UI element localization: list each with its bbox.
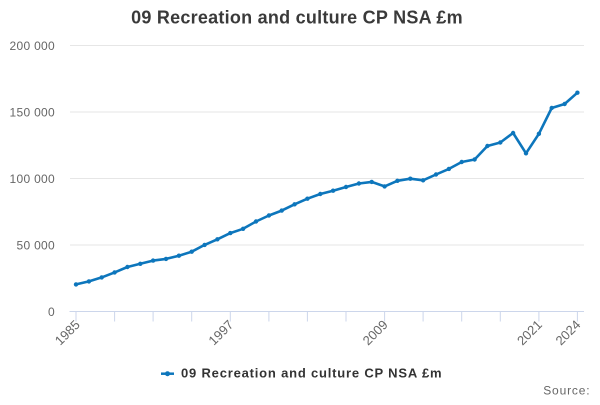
svg-text:200 000: 200 000 <box>10 39 56 53</box>
svg-text:09 Recreation and culture CP N: 09 Recreation and culture CP NSA £m <box>131 8 463 28</box>
svg-text:100 000: 100 000 <box>10 172 56 186</box>
svg-text:Source:: Source: <box>543 384 590 398</box>
svg-text:0: 0 <box>48 305 55 319</box>
svg-text:50 000: 50 000 <box>16 239 55 253</box>
svg-text:150 000: 150 000 <box>10 106 56 120</box>
svg-text:09 Recreation and culture CP N: 09 Recreation and culture CP NSA £m <box>181 366 442 381</box>
